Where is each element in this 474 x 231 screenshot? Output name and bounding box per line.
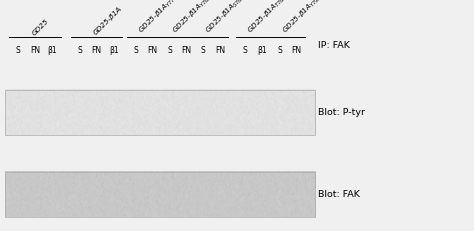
Bar	[5, 90, 315, 135]
Text: FN: FN	[30, 46, 40, 55]
Text: S: S	[201, 46, 205, 55]
Text: GD25-β1A$_{S785A}$: GD25-β1A$_{S785A}$	[204, 0, 250, 36]
Bar	[5, 172, 315, 217]
Text: IP: FAK: IP: FAK	[318, 41, 349, 49]
Text: Blot: P-tyr: Blot: P-tyr	[318, 108, 365, 117]
Text: S: S	[242, 46, 247, 55]
Text: S: S	[16, 46, 20, 55]
Text: GD25-β1A$_{T788-9AA}$: GD25-β1A$_{T788-9AA}$	[246, 0, 301, 36]
Text: GD25-β1A$_{Y777A}$: GD25-β1A$_{Y777A}$	[137, 0, 183, 36]
Text: β1: β1	[109, 46, 118, 55]
Text: GD25: GD25	[31, 18, 50, 36]
Text: FN: FN	[215, 46, 225, 55]
Text: S: S	[77, 46, 82, 55]
Text: β1: β1	[257, 46, 266, 55]
Text: FN: FN	[91, 46, 102, 55]
Text: FN: FN	[292, 46, 302, 55]
Text: S: S	[167, 46, 172, 55]
Text: S: S	[133, 46, 138, 55]
Text: GD25-β1A: GD25-β1A	[92, 6, 123, 36]
Text: FN: FN	[147, 46, 158, 55]
Text: β1: β1	[47, 46, 57, 55]
Text: FN: FN	[182, 46, 192, 55]
Text: Blot: FAK: Blot: FAK	[318, 190, 359, 199]
Text: GD25-β1A$_{Y783F}$: GD25-β1A$_{Y783F}$	[171, 0, 217, 36]
Text: S: S	[277, 46, 282, 55]
Text: GD25-β1A$_{Y795F}$: GD25-β1A$_{Y795F}$	[281, 0, 327, 36]
